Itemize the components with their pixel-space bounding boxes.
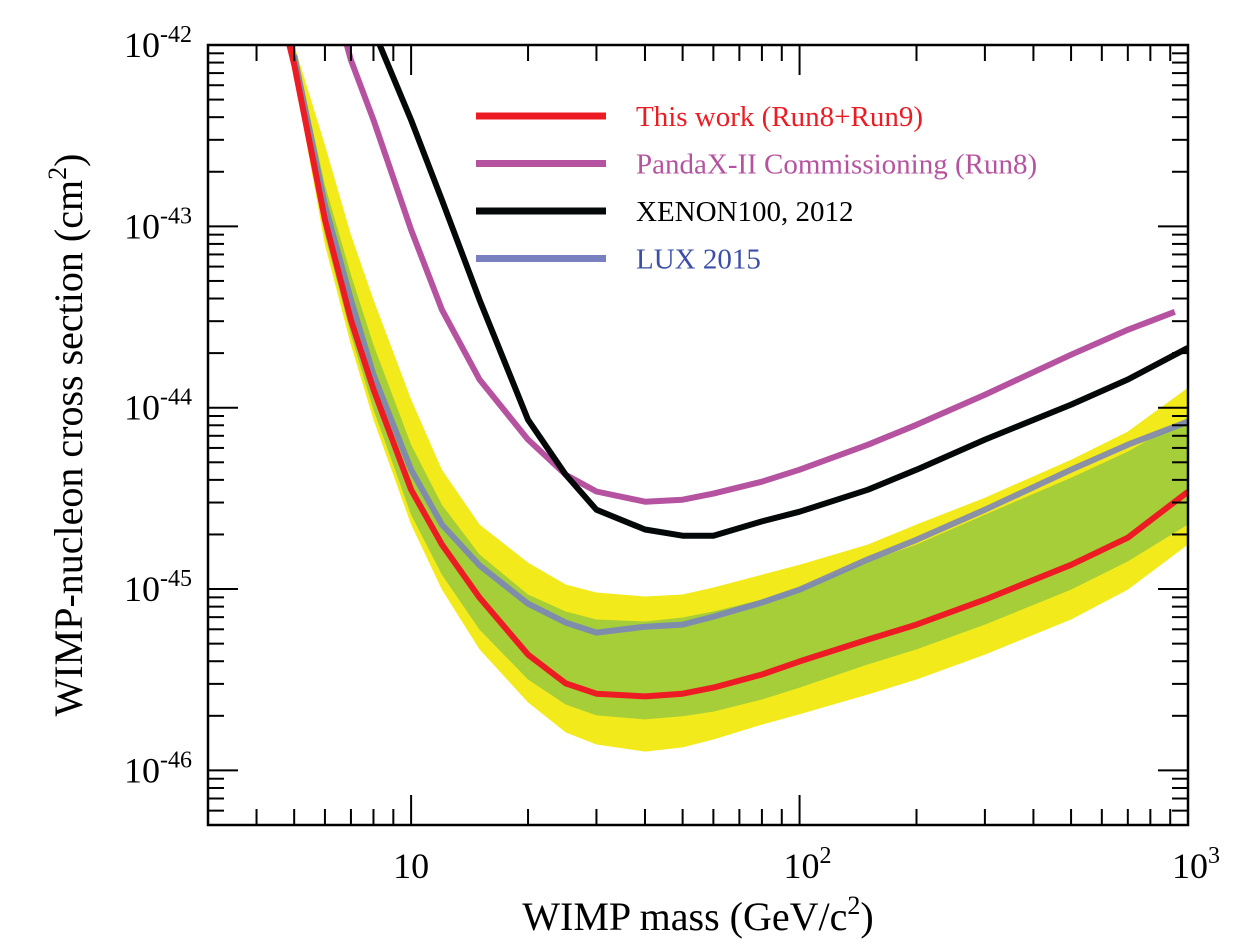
- curve-xenon100-2012: [376, 45, 1188, 539]
- sensitivity-bands: [294, 45, 1188, 752]
- legend-label: This work (Run8+Run9): [636, 101, 923, 133]
- legend-label: XENON100, 2012: [636, 196, 854, 228]
- y-tick-label: 10-43: [124, 203, 192, 246]
- x-tick-label: 102: [784, 843, 832, 886]
- x-tick-label: 10: [393, 846, 429, 886]
- curve-this-work-run8-run9: [286, 45, 1188, 700]
- legend: This work (Run8+Run9) PandaX-II Commissio…: [476, 101, 1037, 276]
- legend-label: LUX 2015: [636, 244, 761, 276]
- y-tick-label: 10-44: [124, 385, 192, 428]
- y-tick-label: 10-46: [124, 747, 192, 790]
- curve-lux-2015: [291, 54, 1188, 636]
- legend-label: PandaX-II Commissioning (Run8): [636, 149, 1037, 181]
- y-tick-label: 10-45: [124, 566, 192, 609]
- band-1sigma: [294, 45, 1188, 720]
- limit-curves: [286, 45, 1188, 700]
- x-tick-label: 103: [1172, 843, 1220, 886]
- y-tick-label: 10-42: [124, 22, 192, 65]
- x-axis-title: WIMP mass (GeV/c2): [522, 891, 873, 939]
- tick-labels: 10 102 103 10-42 10-43 10-44 10-45 10-46: [124, 22, 1220, 886]
- y-axis-title: WIMP-nucleon cross section (cm2): [43, 154, 91, 717]
- axis-ticks: [207, 44, 1189, 826]
- curve-pandax-ii-commissioning-run8: [343, 45, 1176, 505]
